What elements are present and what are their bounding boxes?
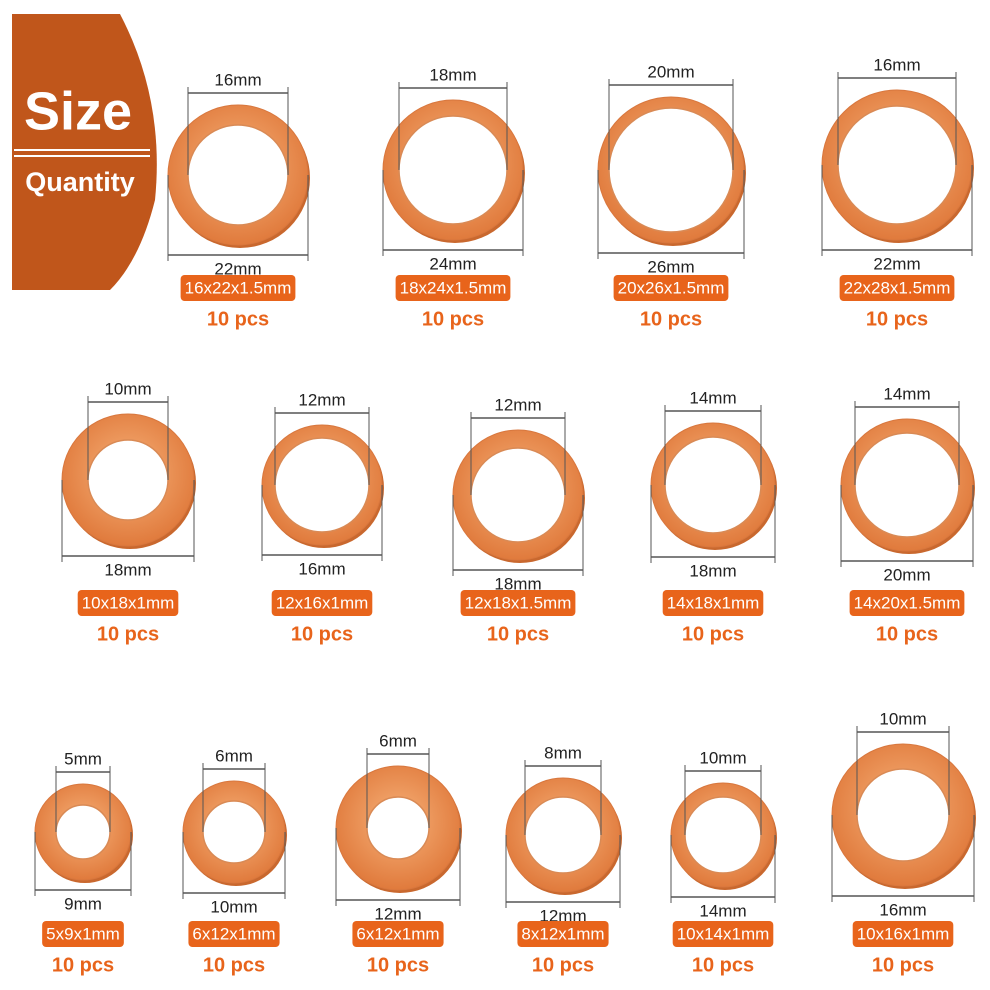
quantity: 10 pcs (682, 623, 744, 645)
quantity: 10 pcs (207, 308, 269, 330)
outer-diameter: 22mm (214, 259, 261, 278)
outer-diameter: 9mm (64, 894, 102, 913)
outer-diameter: 14mm (699, 901, 746, 920)
spec-label-bg (517, 921, 609, 947)
spec-label-bg (352, 921, 444, 947)
spec-label-bg (395, 275, 511, 301)
spec-label: 22x28x1.5mm (844, 278, 951, 297)
washer-hole (87, 439, 169, 521)
washer-hole (202, 800, 266, 864)
spec-label-bg (460, 590, 576, 616)
badge-shape (12, 14, 157, 290)
washer-hole (684, 796, 762, 874)
quantity: 10 pcs (367, 954, 429, 976)
inner-diameter: 14mm (689, 388, 736, 407)
washer-hole (854, 432, 960, 538)
spec-label: 8x12x1mm (521, 924, 604, 943)
quantity: 10 pcs (876, 623, 938, 645)
inner-diameter: 10mm (879, 709, 926, 728)
quantity: 10 pcs (487, 623, 549, 645)
spec-label: 18x24x1.5mm (400, 278, 507, 297)
spec-label-bg (180, 275, 296, 301)
quantity: 10 pcs (203, 954, 265, 976)
washer-hole (274, 437, 370, 533)
quantity: 10 pcs (97, 623, 159, 645)
outer-diameter: 16mm (879, 900, 926, 919)
quantity: 10 pcs (866, 308, 928, 330)
outer-diameter: 18mm (689, 561, 736, 580)
washer-hole (608, 107, 734, 233)
spec-label: 5x9x1mm (46, 924, 120, 943)
spec-label: 6x12x1mm (356, 924, 439, 943)
outer-diameter: 22mm (873, 254, 920, 273)
inner-diameter: 6mm (379, 731, 417, 750)
badge-title: Size (24, 81, 132, 141)
quantity: 10 pcs (532, 954, 594, 976)
spec-label: 6x12x1mm (192, 924, 275, 943)
inner-diameter: 16mm (214, 70, 261, 89)
washer-hole (398, 115, 508, 225)
spec-label-bg (849, 590, 965, 616)
spec-label-bg (839, 275, 955, 301)
spec-label-bg (613, 275, 729, 301)
outer-diameter: 24mm (429, 254, 476, 273)
inner-diameter: 20mm (647, 62, 694, 81)
quantity: 10 pcs (52, 954, 114, 976)
quantity: 10 pcs (422, 308, 484, 330)
spec-label-bg (271, 590, 373, 616)
spec-label-bg (42, 921, 124, 947)
outer-diameter: 26mm (647, 257, 694, 276)
inner-diameter: 16mm (873, 55, 920, 74)
washer-hole (366, 796, 430, 860)
washer-hole (837, 105, 957, 225)
inner-diameter: 5mm (64, 749, 102, 768)
spec-label: 14x18x1mm (667, 593, 760, 612)
quantity: 10 pcs (692, 954, 754, 976)
washer-hole (664, 436, 762, 534)
inner-diameter: 14mm (883, 384, 930, 403)
outer-diameter: 16mm (298, 559, 345, 578)
quantity: 10 pcs (291, 623, 353, 645)
spec-label: 14x20x1.5mm (854, 593, 961, 612)
quantity: 10 pcs (872, 954, 934, 976)
spec-label: 10x14x1mm (677, 924, 770, 943)
washer-hole (187, 124, 289, 226)
spec-label: 12x18x1.5mm (465, 593, 572, 612)
outer-diameter: 18mm (494, 574, 541, 593)
spec-label-bg (77, 590, 179, 616)
inner-diameter: 12mm (494, 395, 541, 414)
outer-diameter: 12mm (539, 906, 586, 925)
inner-diameter: 18mm (429, 65, 476, 84)
spec-label: 10x18x1mm (82, 593, 175, 612)
outer-diameter: 18mm (104, 560, 151, 579)
spec-label: 12x16x1mm (276, 593, 369, 612)
spec-label: 16x22x1.5mm (185, 278, 292, 297)
spec-label: 20x26x1.5mm (618, 278, 725, 297)
outer-diameter: 10mm (210, 897, 257, 916)
spec-label-bg (672, 921, 774, 947)
spec-label-bg (188, 921, 280, 947)
badge-subtitle: Quantity (25, 167, 135, 197)
spec-label-bg (852, 921, 954, 947)
washer-hole (856, 768, 950, 862)
outer-diameter: 12mm (374, 904, 421, 923)
washer-hole (524, 796, 602, 874)
inner-diameter: 8mm (544, 743, 582, 762)
quantity: 10 pcs (640, 308, 702, 330)
washer-hole (470, 447, 566, 543)
spec-label-bg (662, 590, 764, 616)
outer-diameter: 20mm (883, 565, 930, 584)
spec-label: 10x16x1mm (857, 924, 950, 943)
inner-diameter: 10mm (699, 748, 746, 767)
inner-diameter: 10mm (104, 379, 151, 398)
inner-diameter: 12mm (298, 390, 345, 409)
inner-diameter: 6mm (215, 746, 253, 765)
washer-hole (55, 804, 111, 860)
